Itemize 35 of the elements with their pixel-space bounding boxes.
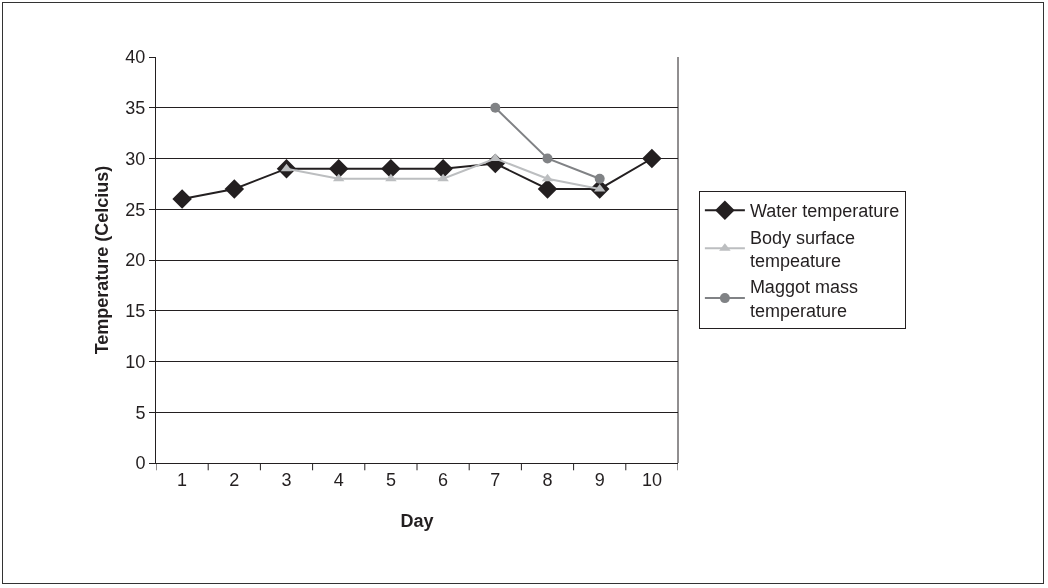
y-tick-label: 30 bbox=[125, 148, 146, 169]
x-tick-label: 8 bbox=[542, 469, 553, 490]
point bbox=[433, 158, 453, 179]
point bbox=[642, 148, 662, 169]
x-tick-label: 9 bbox=[594, 469, 605, 490]
legend-label: Body surface tempeature bbox=[749, 227, 855, 272]
x-tick-label: 5 bbox=[385, 469, 396, 490]
point bbox=[172, 189, 192, 209]
x-tick-label: 4 bbox=[333, 469, 344, 490]
y-axis-title: Temperature (Celcius) bbox=[91, 165, 112, 355]
y-tick-label: 10 bbox=[125, 351, 146, 372]
x-tick-label: 10 bbox=[641, 469, 662, 490]
y-tick-label: 0 bbox=[135, 453, 146, 474]
y-tick-label: 40 bbox=[125, 47, 146, 68]
point bbox=[542, 153, 553, 164]
point bbox=[381, 158, 401, 179]
x-tick-label: 2 bbox=[229, 469, 240, 490]
y-tick-label: 35 bbox=[125, 98, 146, 119]
legend-label: Maggot mass temperature bbox=[749, 277, 858, 321]
point bbox=[594, 173, 605, 184]
x-tick-label: 1 bbox=[177, 469, 188, 490]
x-axis-title: Day bbox=[400, 510, 434, 531]
point bbox=[328, 158, 349, 179]
y-tick-label: 20 bbox=[125, 250, 146, 271]
point bbox=[537, 179, 558, 199]
point bbox=[224, 179, 245, 199]
y-tick-label: 5 bbox=[135, 402, 146, 423]
y-tick-label: 15 bbox=[125, 301, 146, 322]
x-tick-label: 3 bbox=[281, 469, 292, 490]
x-tick-label: 7 bbox=[490, 469, 501, 490]
x-tick-label: 6 bbox=[438, 469, 449, 490]
y-tick-label: 25 bbox=[125, 199, 146, 220]
point bbox=[437, 173, 449, 182]
point bbox=[490, 102, 501, 113]
legend-label: Water temperature bbox=[749, 201, 900, 222]
